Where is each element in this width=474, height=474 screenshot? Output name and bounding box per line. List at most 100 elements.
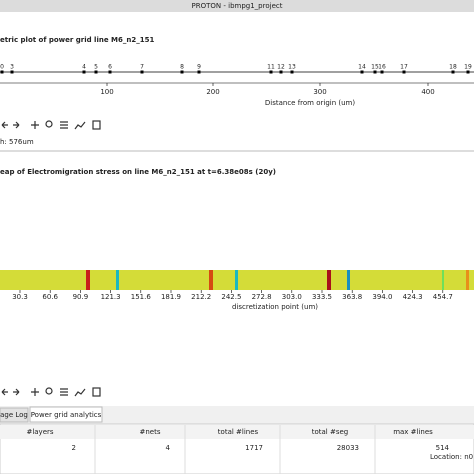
node-label: 14 [358, 64, 366, 71]
node-label: 19 [464, 64, 472, 71]
node-label: 3 [10, 64, 14, 71]
x-tick-label: 60.6 [42, 293, 58, 301]
location-text: Location: n0 [430, 453, 473, 461]
node-label: 8 [180, 64, 184, 71]
column-header: total #seg [312, 428, 349, 436]
x-tick-label: 90.9 [73, 293, 89, 301]
x-tick-label: 272.8 [252, 293, 272, 301]
toolbar [1, 387, 101, 397]
x-tick-label: 100 [100, 88, 113, 96]
node-label: 11 [267, 64, 275, 71]
stripe [347, 270, 350, 290]
column-header: max #lines [393, 428, 433, 436]
node-label: 15 [371, 64, 379, 71]
node-label: 13 [288, 64, 296, 71]
stripe [86, 270, 90, 290]
x-tick-label: 333.5 [312, 293, 332, 301]
node-marker [269, 70, 273, 74]
tab[interactable] [0, 407, 29, 423]
stripe [327, 270, 331, 290]
node-label: 0 [0, 64, 4, 71]
node-label: 18 [449, 64, 457, 71]
node-marker [140, 70, 144, 74]
back-button[interactable] [1, 121, 8, 129]
column-header: #nets [140, 428, 161, 436]
node-marker [0, 70, 4, 74]
node-marker [360, 70, 364, 74]
x-tick-label: 151.6 [131, 293, 152, 301]
table-cell: 4 [166, 444, 171, 452]
node-marker [290, 70, 294, 74]
heatmap-x-label: discretization point (um) [232, 303, 318, 311]
node-marker [279, 70, 283, 74]
node-label: 9 [197, 64, 201, 71]
x-tick-label: 212.2 [191, 293, 211, 301]
x-tick-label: 454.7 [433, 293, 453, 301]
table-cell: 28033 [337, 444, 359, 452]
node-label: 12 [277, 64, 285, 71]
x-tick-label: 300 [313, 88, 326, 96]
node-marker [180, 70, 184, 74]
status-text: h: 576um [0, 138, 34, 146]
save-button[interactable] [92, 120, 101, 130]
node-marker [10, 70, 14, 74]
heatmap [0, 270, 474, 290]
pan-button[interactable] [31, 388, 39, 396]
heatmap-title: eap of Electromigration stress on line M… [0, 168, 276, 176]
column-header: #layers [26, 428, 53, 436]
node-marker [82, 70, 86, 74]
node-marker [451, 70, 455, 74]
x-tick-label: 424.3 [403, 293, 423, 301]
configure-button[interactable] [60, 388, 68, 396]
title-bar [0, 0, 474, 12]
node-label: 5 [94, 64, 98, 71]
x-tick-label: 303.0 [282, 293, 302, 301]
x-axis-label: Distance from origin (um) [265, 99, 355, 107]
node-marker [402, 70, 406, 74]
window-title: PROTON - ibmpg1_project [192, 2, 283, 10]
forward-button[interactable] [13, 388, 20, 396]
save-button[interactable] [92, 387, 101, 397]
stripe [466, 270, 469, 290]
edit-axis-button[interactable] [74, 388, 86, 397]
edit-axis-button[interactable] [74, 121, 86, 130]
x-tick-label: 242.5 [221, 293, 241, 301]
pan-button[interactable] [31, 121, 39, 129]
node-marker [373, 70, 377, 74]
stripe [116, 270, 119, 290]
x-tick-label: 400 [421, 88, 434, 96]
node-label: 4 [82, 64, 86, 71]
plot-title: etric plot of power grid line M6_n2_151 [0, 36, 154, 44]
table-cell: 1717 [245, 444, 263, 452]
zoom-button[interactable] [45, 120, 53, 128]
plot-panel [0, 12, 474, 152]
node-marker [108, 70, 112, 74]
tab-label[interactable]: Power grid analytics [31, 411, 102, 419]
stripe [209, 270, 213, 290]
node-label: 7 [140, 64, 144, 71]
stripe [235, 270, 238, 290]
node-marker [94, 70, 98, 74]
stripe [442, 270, 444, 290]
x-tick-label: 181.9 [161, 293, 181, 301]
node-marker [380, 70, 384, 74]
tab-active[interactable] [29, 406, 103, 423]
node-label: 17 [400, 64, 408, 71]
x-tick-label: 200 [206, 88, 219, 96]
table-cell: 514 [436, 444, 450, 452]
x-tick-label: 121.3 [101, 293, 121, 301]
table-cell: 2 [72, 444, 76, 452]
toolbar [1, 120, 101, 130]
back-button[interactable] [1, 388, 8, 396]
column-header: total #lines [218, 428, 259, 436]
x-tick-label: 394.0 [372, 293, 392, 301]
configure-button[interactable] [60, 121, 68, 129]
forward-button[interactable] [13, 121, 20, 129]
node-marker [466, 70, 470, 74]
table-header [0, 425, 474, 439]
zoom-button[interactable] [45, 387, 53, 395]
tab-label[interactable]: age Log [0, 411, 28, 419]
x-tick-label: 30.3 [12, 293, 28, 301]
